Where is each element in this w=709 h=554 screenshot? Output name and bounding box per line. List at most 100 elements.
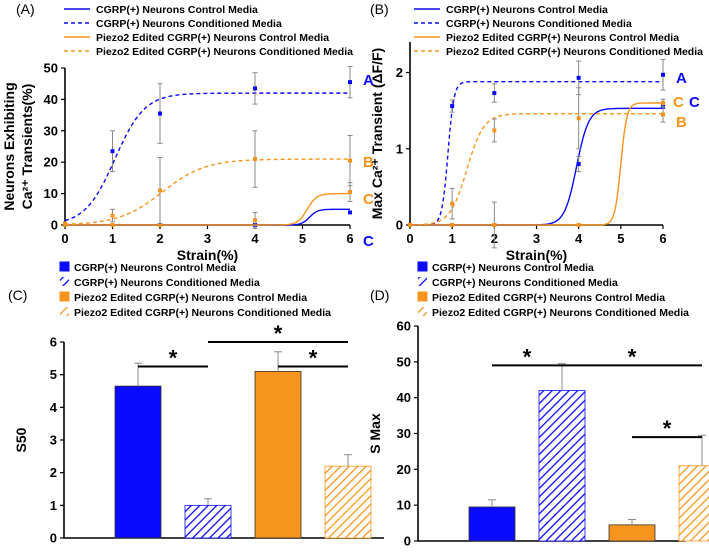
y-tick-label: 40 [44,92,58,107]
data-point [110,213,115,218]
legend-swatch-1 [418,277,427,286]
legend-entry-1: CGRP(+) Neurons Conditioned Media [432,277,618,289]
data-point [348,190,352,195]
series-fit-line [410,80,663,226]
data-point [110,223,115,227]
series-fit-line [65,208,350,226]
data-point [158,188,162,193]
x-tick-label: 0 [61,231,68,246]
y-tick-label: 1 [396,141,403,156]
data-point [661,101,665,105]
data-point [450,104,455,109]
y-tick-label: 20 [44,155,58,170]
data-point [492,223,497,227]
series-3 [408,87,666,227]
x-axis-title: Strain(%) [177,247,238,263]
y-tick-label: 30 [44,123,58,138]
x-tick-label: 3 [533,231,540,246]
legend-entry-2: Piezo2 Edited CGRP(+) Neurons Control Me… [446,32,679,44]
x-tick-label: 4 [575,231,583,246]
x-tick-label: 0 [406,231,413,246]
data-point [576,162,581,166]
series-tag-1-0: C [689,94,700,111]
chart-panel-2: (C) CGRP(+) Neurons Control Media CGRP(+) … [8,261,384,546]
legend-entry-2: Piezo2 Edited CGRP(+) Neurons Control Me… [74,292,307,304]
y-tick-label: 50 [44,61,58,76]
x-tick-label: 6 [659,231,666,246]
data-point [158,223,162,227]
bar-0 [468,506,516,542]
legend-entry-3: Piezo2 Edited CGRP(+) Neurons Conditione… [74,307,331,319]
legend-entry-3: Piezo2 Edited CGRP(+) Neurons Conditione… [446,46,703,58]
x-tick-label: 5 [299,231,306,246]
y-tick-label: 60 [397,319,411,334]
series-fit-line [64,92,350,222]
series-tag-1-2: C [673,94,684,111]
series-tag-0-1: A [363,72,374,89]
data-point [158,111,162,116]
series-fit-line [410,102,663,226]
data-point [450,201,455,206]
y-tick-label: 50 [397,354,411,369]
chart-panel-3: (D) CGRP(+) Neurons Control Media CGRP(+) … [367,261,709,549]
data-point [661,72,665,77]
data-point [450,223,455,227]
y-tick-label: 5 [50,367,57,382]
legend-entry-1: CGRP(+) Neurons Conditioned Media [96,18,282,30]
x-tick-label: 5 [617,231,624,246]
data-point [348,158,352,163]
data-point [576,223,581,227]
legend-swatch-2 [59,291,70,302]
legend-swatch-2 [417,291,428,302]
y-axis-title-line2: Ca²⁺ Transients(%) [19,84,35,210]
panel-label: (D) [370,287,389,303]
legend-entry-3: Piezo2 Edited CGRP(+) Neurons Conditione… [432,307,689,319]
panel-label: (B) [370,1,389,17]
legend-entry-2: Piezo2 Edited CGRP(+) Neurons Control Me… [96,32,329,44]
x-tick-label: 6 [346,231,353,246]
data-point [63,221,67,226]
data-point [348,80,352,85]
series-3 [63,130,353,226]
bar-3 [678,465,709,542]
legend-entry-1: CGRP(+) Neurons Conditioned Media [74,277,260,289]
series-tag-0-2: C [363,191,374,208]
y-tick-label: 0 [404,534,411,549]
series-fit-line [409,112,663,226]
series-1 [408,59,666,227]
y-tick-label: 1 [50,498,57,513]
significance-star: * [169,346,178,371]
legend-entry-3: Piezo2 Edited CGRP(+) Neurons Conditione… [96,46,353,58]
series-1 [63,65,353,226]
bar-2 [608,524,656,542]
bar-1 [538,390,586,542]
y-tick-label: 10 [397,498,411,513]
bar-1 [184,504,232,539]
legend-entry-2: Piezo2 Edited CGRP(+) Neurons Control Me… [432,292,665,304]
legend-entry-0: CGRP(+) Neurons Control Media [446,4,608,16]
data-point [408,223,412,227]
x-tick-label: 1 [109,231,116,246]
chart-panel-1: (B) CGRP(+) Neurons Control Media CGRP(+) … [369,1,703,263]
significance-star: * [274,321,283,346]
y-tick-label: 30 [397,426,411,441]
significance-star: * [628,344,637,369]
x-tick-label: 1 [449,231,456,246]
x-tick-label: 2 [156,231,163,246]
series-fit-line [64,158,350,225]
bar-3 [324,465,372,539]
y-tick-label: 3 [50,433,57,448]
x-tick-label: 3 [204,231,211,246]
data-point [492,128,497,133]
data-point [576,116,581,121]
x-axis-title: Strain(%) [506,247,567,263]
significance-star: * [663,416,672,441]
panel-label: (C) [8,287,27,303]
data-point [576,75,581,80]
data-point [348,210,352,215]
significance-star: * [309,346,318,371]
legend-entry-0: CGRP(+) Neurons Control Media [96,4,258,16]
series-tag-1-1: A [676,70,687,87]
y-tick-label: 4 [50,400,58,415]
data-point [492,91,497,96]
